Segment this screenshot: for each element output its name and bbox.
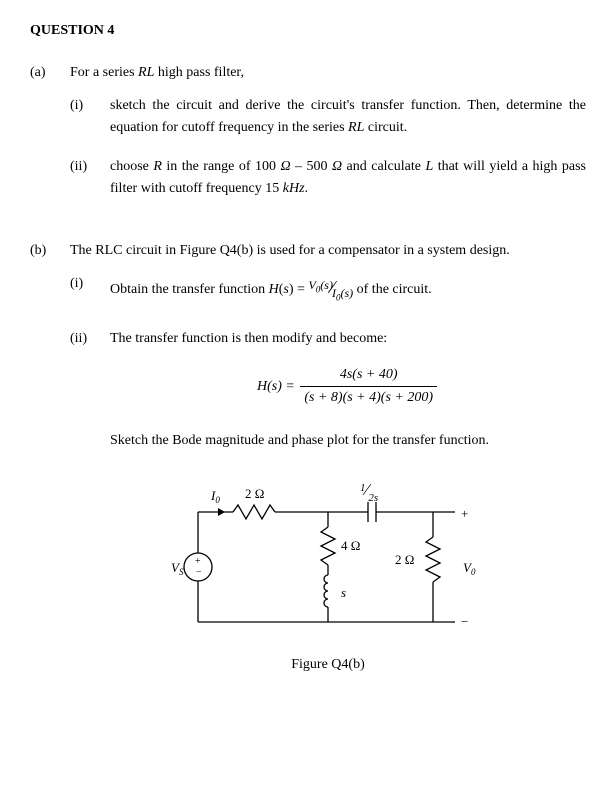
b-ii-label: (ii) bbox=[70, 328, 110, 453]
b-i-denSub: 0 bbox=[336, 292, 341, 302]
b-ii-h: H bbox=[257, 379, 267, 394]
vs-minus: − bbox=[196, 567, 202, 578]
a-ii-t3: – 500 bbox=[291, 159, 332, 174]
b-i-frac: V0(s)⁄I0(s) bbox=[308, 273, 353, 302]
part-b-label: (b) bbox=[30, 240, 70, 684]
b-ii-equation: H(s) = 4s(s + 40) (s + 8)(s + 4)(s + 200… bbox=[110, 364, 586, 410]
a-ii-content: choose R in the range of 100 Ω – 500 Ω a… bbox=[110, 156, 586, 201]
b-i-denS: s bbox=[344, 286, 349, 300]
a-ii-t2: in the range of 100 bbox=[162, 159, 281, 174]
lbl-c: 1⁄2s bbox=[360, 480, 378, 504]
b-i-numSub: 0 bbox=[316, 284, 321, 294]
b-ii-num: 4s(s + 40) bbox=[300, 364, 437, 387]
part-a-ii: (ii) choose R in the range of 100 Ω – 50… bbox=[70, 156, 586, 201]
a-i-content: sketch the circuit and derive the circui… bbox=[110, 95, 586, 140]
part-a-intro: For a series RL high pass filter, bbox=[70, 62, 586, 84]
lbl-r1: 2 Ω bbox=[245, 486, 264, 501]
a-i-t2: circuit. bbox=[364, 120, 407, 135]
circuit-svg: I0 2 Ω 1⁄2s 4 Ω s 2 Ω VS + − V0 + − bbox=[163, 472, 493, 642]
part-a: (a) For a series RL high pass filter, (i… bbox=[30, 62, 586, 230]
part-b-ii: (ii) The transfer function is then modif… bbox=[70, 328, 586, 453]
a-ii-em3: kHz bbox=[283, 181, 305, 196]
figure-caption: Figure Q4(b) bbox=[70, 654, 586, 676]
a-intro-2: high pass filter, bbox=[154, 65, 244, 80]
part-a-label: (a) bbox=[30, 62, 70, 230]
a-ii-t6: . bbox=[305, 181, 309, 196]
lbl-r2: 4 Ω bbox=[341, 538, 360, 553]
b-i-label: (i) bbox=[70, 273, 110, 302]
a-ii-em1: R bbox=[153, 159, 162, 174]
lbl-vs: VS bbox=[171, 560, 184, 577]
b-ii-den: (s + 8)(s + 4)(s + 200) bbox=[300, 387, 437, 409]
part-b-intro: The RLC circuit in Figure Q4(b) is used … bbox=[70, 240, 586, 262]
b-ii-s: s bbox=[272, 379, 277, 394]
b-i-rp: ) = bbox=[289, 282, 309, 297]
a-ii-label: (ii) bbox=[70, 156, 110, 201]
circuit-figure: I0 2 Ω 1⁄2s 4 Ω s 2 Ω VS + − V0 + − Figu… bbox=[70, 472, 586, 676]
vs-plus: + bbox=[195, 556, 201, 567]
question-title: QUESTION 4 bbox=[30, 20, 586, 42]
a-ii-o1: Ω bbox=[280, 159, 290, 174]
b-i-content: Obtain the transfer function H(s) = V0(s… bbox=[110, 273, 586, 302]
lbl-i0: I0 bbox=[210, 488, 220, 505]
a-i-em1: RL bbox=[348, 120, 364, 135]
b-ii-intro: The transfer function is then modify and… bbox=[110, 328, 586, 350]
a-ii-t4: and calculate bbox=[342, 159, 425, 174]
v0-minus: − bbox=[461, 614, 468, 629]
a-intro-em: RL bbox=[138, 65, 154, 80]
b-i-tail: of the circuit. bbox=[353, 282, 432, 297]
lbl-v0: V0 bbox=[463, 560, 476, 577]
part-a-i: (i) sketch the circuit and derive the ci… bbox=[70, 95, 586, 140]
a-intro-1: For a series bbox=[70, 65, 138, 80]
v0-plus: + bbox=[461, 506, 468, 521]
lbl-r3: 2 Ω bbox=[395, 552, 414, 567]
b-i-numV: V bbox=[308, 278, 315, 292]
lbl-l: s bbox=[341, 585, 346, 600]
b-i-t1: Obtain the transfer function bbox=[110, 282, 269, 297]
a-ii-o2: Ω bbox=[332, 159, 342, 174]
a-ii-t1: choose bbox=[110, 159, 153, 174]
a-i-label: (i) bbox=[70, 95, 110, 140]
part-b-i: (i) Obtain the transfer function H(s) = … bbox=[70, 273, 586, 302]
b-i-numS: s bbox=[324, 278, 329, 292]
b-i-H: H bbox=[269, 282, 279, 297]
part-b: (b) The RLC circuit in Figure Q4(b) is u… bbox=[30, 240, 586, 684]
b-ii-tail: Sketch the Bode magnitude and phase plot… bbox=[110, 430, 586, 452]
